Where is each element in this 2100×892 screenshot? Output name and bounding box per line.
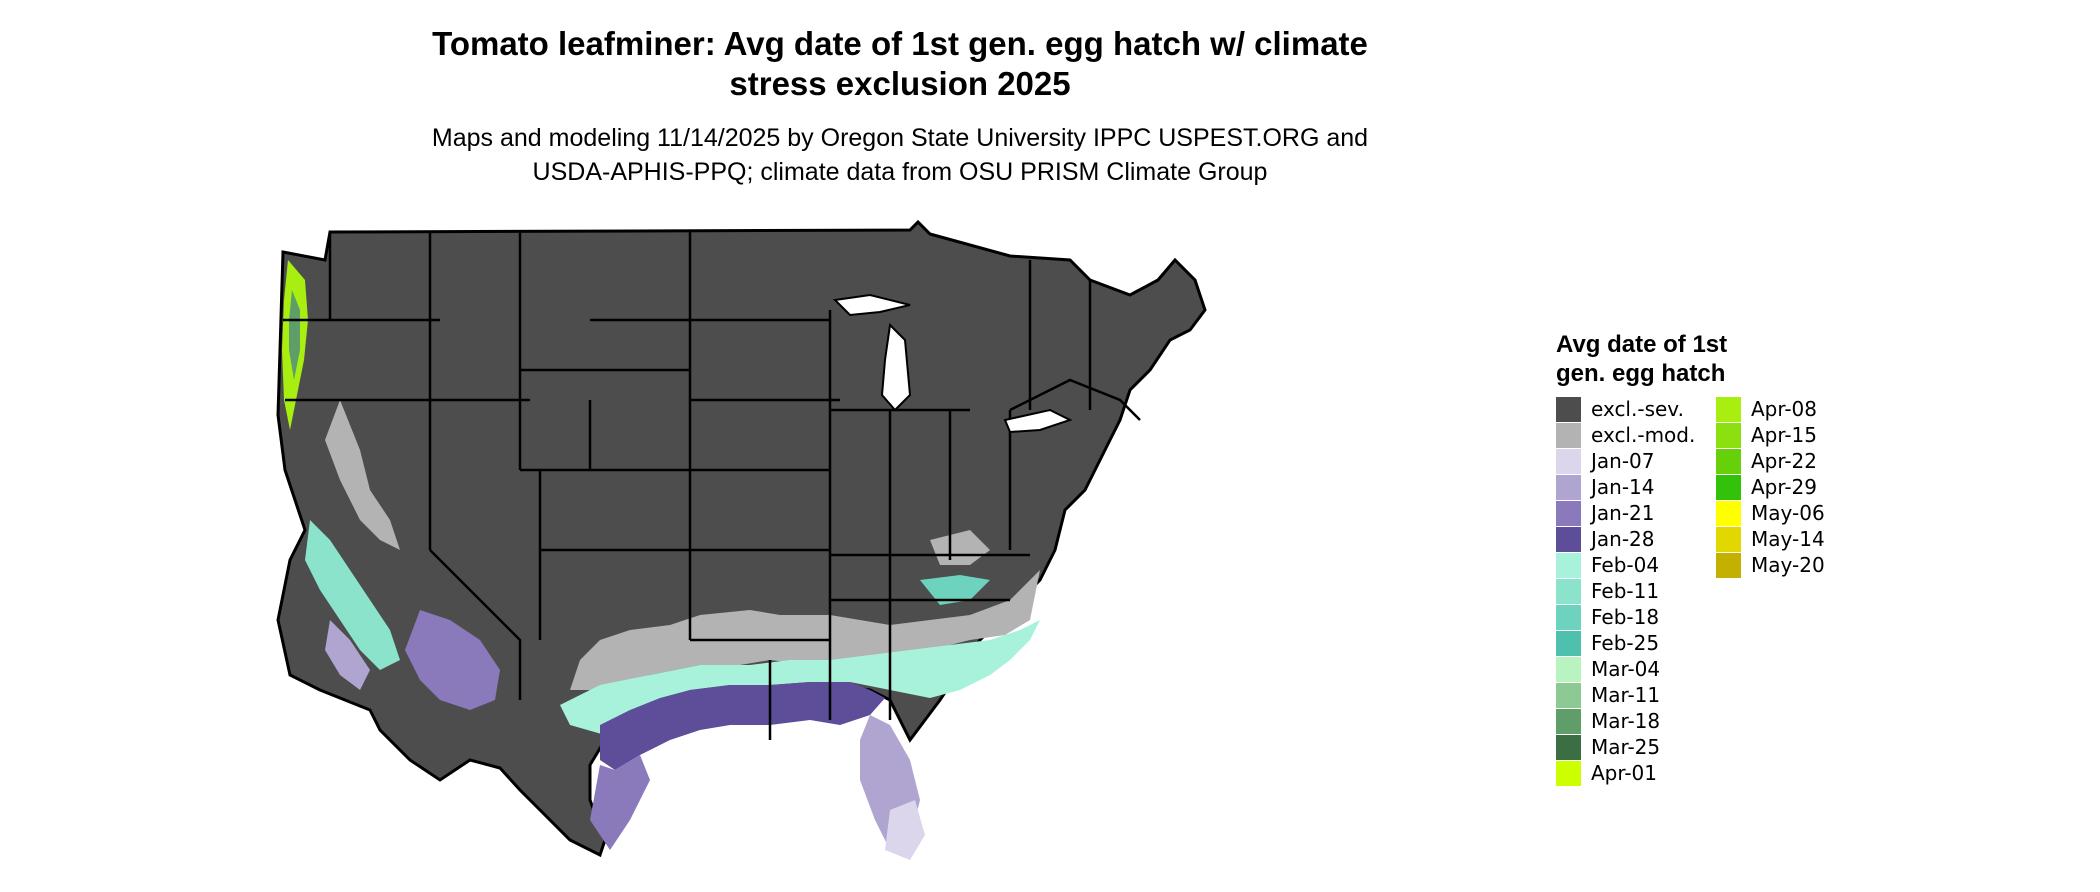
title-line-1: Tomato leafminer: Avg date of 1st gen. e… [432, 25, 1368, 62]
legend-item: Mar-11 [1556, 682, 1695, 708]
legend-column-2: Apr-08 Apr-15 Apr-22 Apr-29 May-06 May-14 May-… [1716, 396, 1825, 578]
legend-item: excl.-mod. [1556, 422, 1695, 448]
legend-label: Jan-28 [1591, 527, 1655, 551]
legend-item: Mar-25 [1556, 734, 1695, 760]
legend-label: Apr-29 [1751, 475, 1817, 499]
legend-item: May-06 [1716, 500, 1825, 526]
legend-swatch [1556, 396, 1581, 422]
legend-label: Apr-15 [1751, 423, 1817, 447]
legend-swatch [1716, 474, 1741, 500]
map-title: Tomato leafminer: Avg date of 1st gen. e… [300, 24, 1500, 104]
legend-label: Jan-07 [1591, 449, 1655, 473]
legend-label: May-14 [1751, 527, 1825, 551]
legend-item: Mar-04 [1556, 656, 1695, 682]
legend-item: Apr-01 [1556, 760, 1695, 786]
legend-swatch [1556, 500, 1581, 526]
legend-item: Jan-14 [1556, 474, 1695, 500]
legend-swatch [1716, 500, 1741, 526]
legend-swatch [1556, 630, 1581, 656]
legend-label: Apr-08 [1751, 397, 1817, 421]
legend-label: May-06 [1751, 501, 1825, 525]
legend-item: Apr-22 [1716, 448, 1825, 474]
legend-label: May-20 [1751, 553, 1825, 577]
legend-item: Feb-04 [1556, 552, 1695, 578]
legend-swatch [1556, 578, 1581, 604]
legend-item: Jan-07 [1556, 448, 1695, 474]
jan-region-florida-tip [885, 800, 925, 860]
legend-label: Mar-04 [1591, 657, 1661, 681]
mar-region-northwest [289, 290, 300, 380]
legend-label: Feb-18 [1591, 605, 1660, 629]
legend-item: Feb-25 [1556, 630, 1695, 656]
legend-label: Apr-01 [1591, 761, 1657, 785]
state-boundaries [283, 232, 1141, 740]
legend-item: Jan-21 [1556, 500, 1695, 526]
legend-swatch [1716, 526, 1741, 552]
legend-item: Apr-08 [1716, 396, 1825, 422]
legend-item: May-14 [1716, 526, 1825, 552]
legend-item: excl.-sev. [1556, 396, 1695, 422]
jan-region-texas [590, 755, 650, 850]
legend-label: excl.-sev. [1591, 397, 1684, 421]
legend-label: excl.-mod. [1591, 423, 1696, 447]
legend-label: Apr-22 [1751, 449, 1817, 473]
legend-swatch [1716, 396, 1741, 422]
legend-swatch [1556, 708, 1581, 734]
legend-swatch [1556, 604, 1581, 630]
legend-column-1: excl.-sev. excl.-mod. Jan-07 Jan-14 Jan-21 Ja… [1556, 396, 1695, 786]
legend-item: Apr-15 [1716, 422, 1825, 448]
jan-region-socal [325, 620, 370, 690]
legend-swatch [1556, 656, 1581, 682]
legend-item: Feb-18 [1556, 604, 1695, 630]
legend-label: Mar-18 [1591, 709, 1661, 733]
legend-swatch [1556, 448, 1581, 474]
legend-label: Jan-14 [1591, 475, 1655, 499]
legend-label: Feb-25 [1591, 631, 1660, 655]
subtitle-line-2: USDA-APHIS-PPQ; climate data from OSU PR… [532, 158, 1268, 186]
legend-item: Apr-29 [1716, 474, 1825, 500]
legend: Avg date of 1st gen. egg hatch excl.-sev… [1556, 330, 1825, 786]
feb-region-california [305, 520, 400, 670]
legend-title-line-2: gen. egg hatch [1556, 360, 1726, 387]
legend-item: Jan-28 [1556, 526, 1695, 552]
legend-swatch [1716, 552, 1741, 578]
jan-region-gulf [600, 682, 885, 770]
legend-swatch [1556, 682, 1581, 708]
legend-label: Mar-11 [1591, 683, 1661, 707]
feb-region-south [560, 620, 1040, 735]
jan-region-southwest [405, 610, 500, 710]
us-map-svg [276, 220, 1207, 860]
great-lakes [832, 293, 1073, 434]
legend-swatch [1556, 760, 1581, 786]
excl-mod-region [570, 570, 1040, 690]
legend-swatch [1556, 552, 1581, 578]
legend-swatch [1556, 422, 1581, 448]
title-line-2: stress exclusion 2025 [729, 65, 1071, 102]
legend-item: Feb-11 [1556, 578, 1695, 604]
legend-label: Feb-11 [1591, 579, 1660, 603]
legend-title-line-1: Avg date of 1st [1556, 331, 1728, 358]
feb-region-carolina [920, 575, 990, 605]
legend-title: Avg date of 1st gen. egg hatch [1556, 330, 1727, 388]
legend-item: May-20 [1716, 552, 1825, 578]
legend-label: Jan-21 [1591, 501, 1655, 525]
legend-swatch [1556, 474, 1581, 500]
legend-item: Mar-18 [1556, 708, 1695, 734]
legend-swatch [1556, 734, 1581, 760]
us-map [270, 220, 1540, 892]
us-landmass [276, 220, 1207, 858]
legend-swatch [1716, 422, 1741, 448]
subtitle-line-1: Maps and modeling 11/14/2025 by Oregon S… [431, 124, 1369, 152]
legend-swatch [1556, 526, 1581, 552]
map-subtitle: Maps and modeling 11/14/2025 by Oregon S… [300, 121, 1500, 189]
legend-label: Feb-04 [1591, 553, 1660, 577]
legend-swatch [1716, 448, 1741, 474]
excl-mod-west [325, 400, 400, 550]
legend-label: Mar-25 [1591, 735, 1661, 759]
